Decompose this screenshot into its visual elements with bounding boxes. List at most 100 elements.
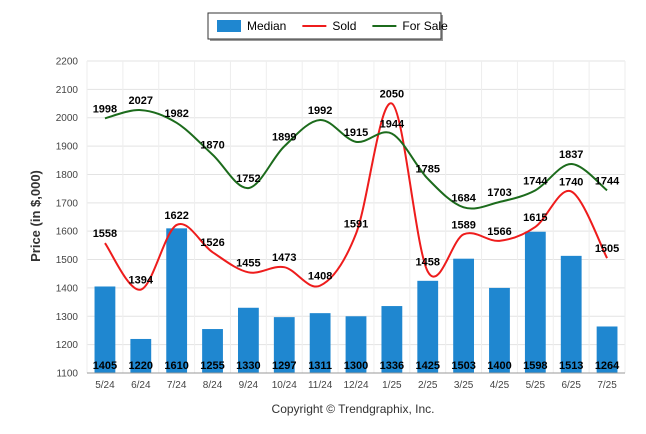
bar-value-label: 1311 <box>308 360 332 372</box>
x-tick-label: 7/24 <box>167 380 187 391</box>
y-tick-label: 1400 <box>56 283 79 294</box>
bar-value-label: 1336 <box>380 360 404 372</box>
y-tick-label: 1300 <box>56 312 79 323</box>
bars <box>94 228 618 373</box>
for-sale-value-label: 1944 <box>380 119 405 131</box>
sold-value-label: 1589 <box>451 219 475 231</box>
bar <box>524 231 546 373</box>
for-sale-value-label: 1837 <box>559 149 583 161</box>
sold-value-label: 1473 <box>272 252 296 264</box>
bar-value-label: 1400 <box>487 360 511 372</box>
bar-value-label: 1598 <box>523 360 547 372</box>
x-tick-label: 1/25 <box>382 380 402 391</box>
bar-value-label: 1503 <box>451 360 475 372</box>
bar <box>417 280 439 373</box>
bar <box>309 313 331 373</box>
x-tick-label: 9/24 <box>239 380 259 391</box>
sold-value-label: 1394 <box>129 275 154 287</box>
legend-swatch-median <box>217 20 241 32</box>
data-labels: 1405 1220 1610 1255 1330 1297 1311 1300 1336 1425… <box>93 89 620 372</box>
for-sale-value-label: 1915 <box>344 127 368 139</box>
for-sale-value-label: 1982 <box>164 108 188 120</box>
for-sale-value-label: 1744 <box>595 175 620 187</box>
for-sale-value-label: 1744 <box>523 175 548 187</box>
y-tick-label: 1700 <box>56 198 79 209</box>
sold-value-label: 1566 <box>487 226 511 238</box>
sold-value-label: 1558 <box>93 228 117 240</box>
bar <box>489 287 510 373</box>
sold-value-label: 1455 <box>236 257 260 269</box>
sold-value-label: 1505 <box>595 243 619 255</box>
sold-value-label: 1458 <box>415 256 439 268</box>
y-tick-label: 2200 <box>56 57 79 68</box>
bar-value-label: 1255 <box>200 360 224 372</box>
x-tick-label: 6/25 <box>561 380 581 391</box>
y-tick-label: 1200 <box>56 340 79 351</box>
legend-label-for-sale: For Sale <box>402 19 448 33</box>
sold-value-label: 1526 <box>200 237 224 249</box>
y-tick-label: 2100 <box>56 85 79 96</box>
x-tick-label: 10/24 <box>272 380 297 391</box>
for-sale-value-label: 1684 <box>451 192 476 204</box>
bar <box>202 329 223 373</box>
sold-value-label: 1740 <box>559 176 583 188</box>
sold-value-label: 1622 <box>164 210 188 222</box>
x-tick-label: 3/25 <box>454 380 474 391</box>
bar-value-label: 1300 <box>344 360 368 372</box>
for-sale-value-label: 1899 <box>272 131 296 143</box>
x-tick-label: 7/25 <box>597 380 617 391</box>
bar <box>273 317 295 373</box>
sold-value-label: 1615 <box>523 212 547 224</box>
x-tick-label: 5/25 <box>526 380 546 391</box>
y-tick-label: 1100 <box>56 369 78 380</box>
for-sale-value-label: 1703 <box>487 187 511 199</box>
legend-label-median: Median <box>247 19 286 33</box>
bar-value-label: 1405 <box>93 360 117 372</box>
x-tick-label: 4/25 <box>490 380 510 391</box>
x-tick-label: 11/24 <box>308 380 333 391</box>
bar <box>237 307 259 373</box>
y-tick-label: 2000 <box>56 113 79 124</box>
y-tick-label: 1800 <box>56 170 79 181</box>
y-tick-label: 1900 <box>56 142 79 153</box>
sold-value-label: 2050 <box>380 89 404 101</box>
y-axis-label: Price (in $,000) <box>28 170 43 262</box>
bar <box>166 228 188 373</box>
sold-value-label: 1408 <box>308 271 332 283</box>
axes: 1100 1200 1300 1400 1500 1600 1700 1800 1900 2000… <box>56 57 625 391</box>
x-tick-label: 6/24 <box>131 380 151 391</box>
sold-line <box>104 102 608 291</box>
for-sale-value-label: 2027 <box>129 95 153 107</box>
for-sale-value-label: 1752 <box>236 173 260 185</box>
bar <box>596 326 618 373</box>
bar-value-label: 1330 <box>236 360 260 372</box>
sold-value-label: 1591 <box>344 219 368 231</box>
bar <box>94 286 116 373</box>
bar-value-label: 1513 <box>559 360 583 372</box>
x-tick-label: 8/24 <box>203 380 223 391</box>
legend-label-sold: Sold <box>332 19 356 33</box>
bar-value-label: 1610 <box>164 360 188 372</box>
bar <box>453 258 475 373</box>
lines <box>104 102 608 291</box>
x-tick-label: 5/24 <box>95 380 115 391</box>
y-tick-label: 1500 <box>56 255 79 266</box>
bar <box>345 316 367 373</box>
bar-value-label: 1425 <box>415 360 439 372</box>
bar <box>560 255 582 373</box>
for-sale-value-label: 1785 <box>415 164 439 176</box>
bar <box>130 338 152 373</box>
y-tick-label: 1600 <box>56 227 79 238</box>
x-tick-label: 2/25 <box>418 380 438 391</box>
for-sale-value-label: 1870 <box>200 140 224 152</box>
bar-value-label: 1264 <box>595 360 620 372</box>
bar-value-label: 1220 <box>129 360 153 372</box>
for-sale-value-label: 1998 <box>93 103 117 115</box>
legend: Median Sold For Sale <box>207 12 448 41</box>
copyright-footer: Copyright © Trendgraphix, Inc. <box>272 402 435 416</box>
x-tick-label: 12/24 <box>343 380 368 391</box>
for-sale-value-label: 1992 <box>308 105 332 117</box>
bar-value-label: 1297 <box>272 360 296 372</box>
